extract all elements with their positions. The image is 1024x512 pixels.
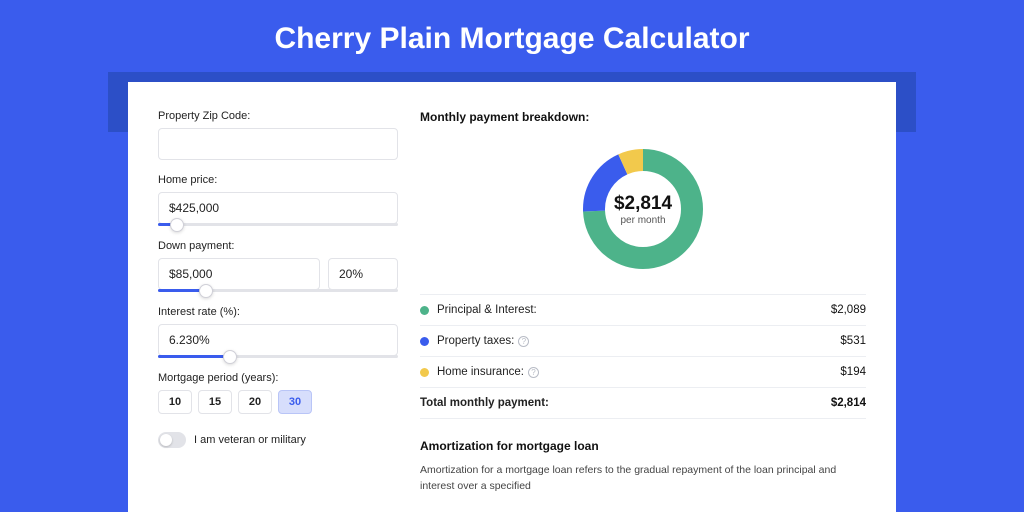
home-price-input[interactable] xyxy=(158,192,398,224)
slider-thumb[interactable] xyxy=(223,350,237,364)
veteran-toggle[interactable] xyxy=(158,432,186,448)
amortization-text: Amortization for a mortgage loan refers … xyxy=(420,463,866,495)
down-payment-pct-input[interactable] xyxy=(328,258,398,290)
calculator-card: Property Zip Code: Home price: Down paym… xyxy=(128,82,896,512)
amortization-title: Amortization for mortgage loan xyxy=(420,439,866,453)
total-label: Total monthly payment: xyxy=(420,397,831,409)
veteran-label: I am veteran or military xyxy=(194,434,306,446)
legend-row-total: Total monthly payment: $2,814 xyxy=(420,388,866,419)
down-payment-label: Down payment: xyxy=(158,240,398,252)
period-btn-15[interactable]: 15 xyxy=(198,390,232,414)
info-icon[interactable]: ? xyxy=(528,367,539,378)
slider-thumb[interactable] xyxy=(199,284,213,298)
zip-field: Property Zip Code: xyxy=(158,110,398,160)
legend: Principal & Interest: $2,089 Property ta… xyxy=(420,294,866,419)
donut-sub: per month xyxy=(614,215,672,226)
donut-amount: $2,814 xyxy=(614,193,672,215)
home-price-field: Home price: xyxy=(158,174,398,226)
info-icon[interactable]: ? xyxy=(518,336,529,347)
legend-value: $194 xyxy=(840,366,866,378)
donut-chart: $2,814 per month xyxy=(420,134,866,284)
legend-row-principal: Principal & Interest: $2,089 xyxy=(420,295,866,326)
interest-rate-input[interactable] xyxy=(158,324,398,356)
period-btn-20[interactable]: 20 xyxy=(238,390,272,414)
down-payment-slider[interactable] xyxy=(158,289,398,292)
home-price-slider[interactable] xyxy=(158,223,398,226)
dot-icon xyxy=(420,368,429,377)
period-buttons: 10 15 20 30 xyxy=(158,390,398,414)
dot-icon xyxy=(420,306,429,315)
period-label: Mortgage period (years): xyxy=(158,372,398,384)
breakdown-title: Monthly payment breakdown: xyxy=(420,110,866,124)
period-field: Mortgage period (years): 10 15 20 30 xyxy=(158,372,398,414)
legend-row-insurance: Home insurance: ? $194 xyxy=(420,357,866,388)
period-btn-10[interactable]: 10 xyxy=(158,390,192,414)
breakdown-column: Monthly payment breakdown: $2,814 per mo… xyxy=(420,110,866,512)
legend-label: Principal & Interest: xyxy=(437,304,831,316)
page-title: Cherry Plain Mortgage Calculator xyxy=(0,0,1024,72)
veteran-row: I am veteran or military xyxy=(158,432,398,448)
total-value: $2,814 xyxy=(831,397,866,409)
interest-rate-slider[interactable] xyxy=(158,355,398,358)
donut-center: $2,814 per month xyxy=(614,193,672,226)
home-price-label: Home price: xyxy=(158,174,398,186)
legend-value: $531 xyxy=(840,335,866,347)
interest-rate-field: Interest rate (%): xyxy=(158,306,398,358)
zip-input[interactable] xyxy=(158,128,398,160)
form-column: Property Zip Code: Home price: Down paym… xyxy=(158,110,398,512)
interest-rate-label: Interest rate (%): xyxy=(158,306,398,318)
down-payment-field: Down payment: xyxy=(158,240,398,292)
period-btn-30[interactable]: 30 xyxy=(278,390,312,414)
zip-label: Property Zip Code: xyxy=(158,110,398,122)
slider-thumb[interactable] xyxy=(170,218,184,232)
legend-label: Home insurance: ? xyxy=(437,366,840,378)
legend-value: $2,089 xyxy=(831,304,866,316)
legend-label: Property taxes: ? xyxy=(437,335,840,347)
legend-row-taxes: Property taxes: ? $531 xyxy=(420,326,866,357)
down-payment-input[interactable] xyxy=(158,258,320,290)
dot-icon xyxy=(420,337,429,346)
